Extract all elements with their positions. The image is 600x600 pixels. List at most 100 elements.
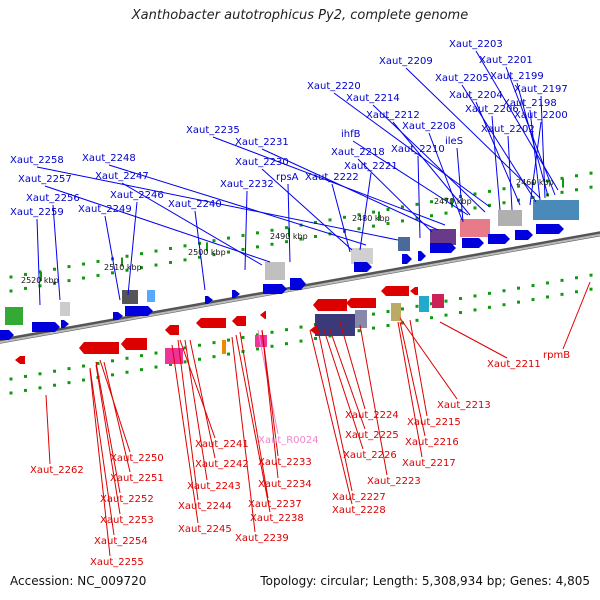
ruler-tick [241, 247, 245, 251]
gene-label: Xaut_2245 [178, 524, 232, 535]
ruler-tick [473, 192, 477, 196]
ruler-tick [459, 297, 462, 301]
gene-label: Xaut_2258 [10, 155, 64, 166]
label-leader-line [405, 67, 541, 199]
ruler-tick [212, 253, 216, 257]
label-leader-line [171, 344, 199, 524]
gene-label: Xaut_2216 [405, 437, 459, 448]
gene-label: Xaut_2203 [449, 39, 503, 50]
ruler-tick [343, 215, 346, 219]
label-leader-line [212, 136, 446, 226]
reverse-gene-arrow [232, 316, 246, 326]
label-leader-line [179, 339, 216, 439]
forward-strand-genes [0, 224, 564, 340]
gene-label: Xaut_2250 [110, 453, 164, 464]
ruler-tick [575, 188, 578, 192]
label-leader-line [244, 190, 248, 271]
ruler-tick [401, 219, 404, 223]
ruler-tick [24, 374, 27, 378]
ruler-tick [488, 189, 491, 193]
ruler-tick [24, 388, 27, 392]
ruler-tick [299, 325, 303, 329]
reverse-gene-arrow [79, 342, 119, 354]
feature-block [265, 262, 285, 280]
ruler-tick [169, 362, 172, 366]
gene-label: Xaut_2214 [346, 93, 400, 104]
reverse-label-leaders [45, 281, 591, 557]
ruler-tick [111, 271, 114, 275]
ruler-tick [82, 276, 85, 280]
kbp-label: 2470 kbp [434, 197, 472, 206]
forward-label-leaders [36, 50, 559, 306]
ruler-tick [589, 185, 593, 189]
label-leader-line [417, 155, 421, 239]
ruler-tick [328, 218, 332, 222]
ruler-tick [488, 203, 491, 207]
ruler-tick [430, 214, 433, 218]
ruler-tick [285, 240, 288, 244]
ruler-tick [386, 324, 390, 328]
rna-gene-label: Xaut_R0024 [258, 435, 319, 446]
ruler-tick [357, 213, 361, 217]
label-leader-line [529, 121, 542, 206]
ruler-tick [212, 239, 216, 243]
ruler-tick [227, 352, 230, 356]
ruler-tick [502, 201, 506, 205]
gene-label: Xaut_2235 [186, 125, 240, 136]
gene-label: Xaut_2232 [220, 179, 274, 190]
feature-block [222, 340, 226, 354]
ruler-tick [270, 228, 274, 232]
gene-label: Xaut_2208 [402, 121, 456, 132]
ruler-tick [560, 292, 564, 296]
forward-gene-arrow [402, 254, 412, 264]
label-leader-line [331, 183, 351, 253]
gene-label: Xaut_2239 [235, 533, 289, 544]
gene-label: Xaut_2240 [168, 199, 222, 210]
reverse-gene-arrow [165, 325, 179, 335]
gene-label: Xaut_2220 [307, 81, 361, 92]
kbp-label: 2480 kbp [352, 214, 390, 223]
gene-label: Xaut_2254 [94, 536, 148, 547]
feature-block [5, 307, 23, 325]
ruler-tick [488, 305, 491, 309]
feature-block [498, 210, 522, 226]
label-leader-line [95, 364, 121, 515]
ruler-tick [386, 310, 390, 314]
ruler-tick [154, 365, 158, 369]
gene-label: Xaut_2241 [195, 439, 249, 450]
ruler-tick [53, 267, 56, 271]
gene-label: Xaut_2204 [449, 90, 503, 101]
ruler-tick [183, 244, 187, 248]
ruler-tick [444, 197, 448, 201]
label-leader-line [231, 336, 256, 533]
label-leader-line [491, 115, 501, 211]
ruler-ticks [9, 171, 593, 395]
kbp-label: 2490 kbp [270, 232, 308, 241]
label-leader-line [184, 339, 208, 481]
label-leader-line [352, 140, 469, 216]
ruler-tick [169, 260, 172, 264]
ruler-tick [270, 242, 274, 246]
ruler-tick [444, 211, 448, 215]
gene-label: Xaut_2200 [514, 110, 568, 121]
forward-gene-arrow [113, 312, 123, 320]
label-leader-line [339, 321, 366, 410]
forward-gene-arrow [354, 262, 372, 272]
label-leader-line [428, 132, 463, 221]
ruler-tick [140, 368, 143, 372]
gene-label: Xaut_2257 [18, 174, 72, 185]
label-leader-line [127, 201, 138, 296]
gene-label: Xaut_2249 [78, 204, 132, 215]
ruler-tick [299, 237, 303, 241]
gene-label: Xaut_2221 [344, 161, 398, 172]
label-leader-line [475, 101, 521, 206]
label-leader-line [456, 147, 464, 223]
ruler-tick [575, 290, 578, 294]
gene-label: rpmB [543, 350, 570, 361]
ruler-tick [140, 266, 143, 270]
ruler-tick [473, 308, 477, 312]
ruler-tick [546, 179, 549, 183]
ruler-tick [517, 184, 520, 188]
